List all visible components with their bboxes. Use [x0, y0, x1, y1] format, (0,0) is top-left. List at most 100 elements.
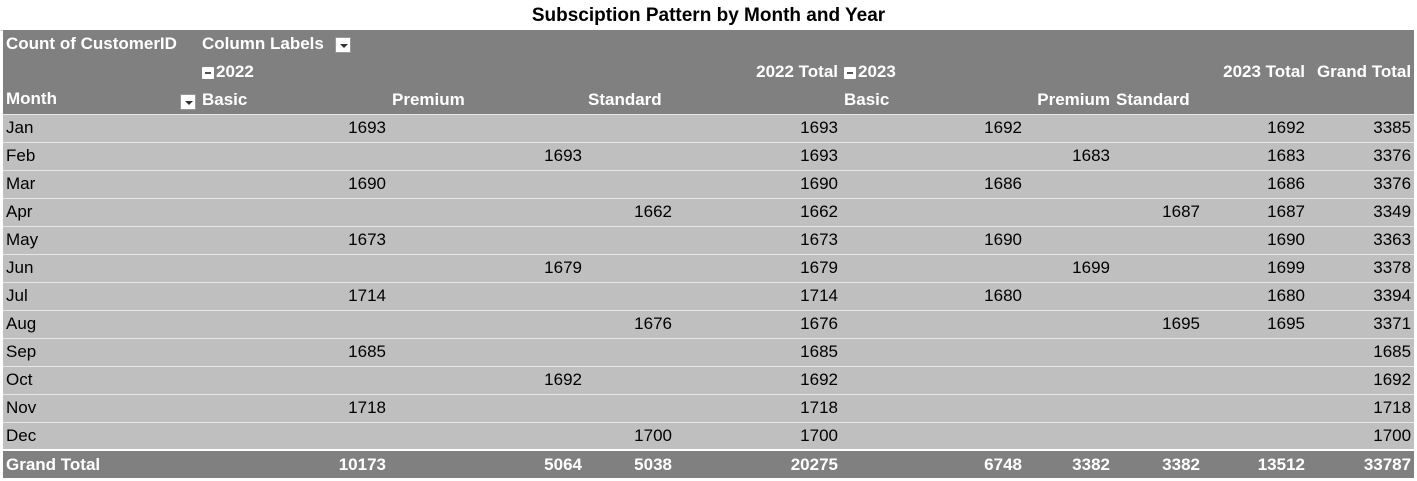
value-cell[interactable]: 1690	[841, 225, 1025, 254]
value-cell[interactable]	[841, 393, 1025, 422]
month-header-cell[interactable]: Month	[3, 86, 199, 114]
sub-2022-premium[interactable]: Premium	[389, 86, 585, 114]
value-cell[interactable]: 1685	[1308, 337, 1415, 366]
value-cell[interactable]: 1718	[199, 393, 389, 422]
value-cell[interactable]	[389, 197, 585, 226]
collapse-minus-icon[interactable]	[202, 66, 214, 79]
grand-total-cell[interactable]: 10173	[199, 449, 389, 478]
value-cell[interactable]: 1679	[675, 253, 841, 282]
month-cell[interactable]: Nov	[3, 393, 199, 422]
value-cell[interactable]: 1714	[675, 281, 841, 310]
column-filter-dropdown-icon[interactable]	[334, 36, 351, 53]
sub-2023-premium[interactable]: Premium	[1025, 86, 1113, 114]
value-cell[interactable]	[389, 113, 585, 142]
value-cell[interactable]: 1692	[841, 113, 1025, 142]
value-cell[interactable]: 1695	[1113, 309, 1203, 338]
grand-total-row-label[interactable]: Grand Total	[3, 449, 199, 478]
grand-total-cell[interactable]: 3382	[1113, 449, 1203, 478]
month-cell[interactable]: Sep	[3, 337, 199, 366]
value-cell[interactable]: 3349	[1308, 197, 1415, 226]
value-cell[interactable]	[1025, 281, 1113, 310]
value-cell[interactable]: 1685	[199, 337, 389, 366]
value-cell[interactable]: 3371	[1308, 309, 1415, 338]
value-cell[interactable]: 1700	[675, 421, 841, 450]
grand-total-cell[interactable]: 33787	[1308, 449, 1415, 478]
value-cell[interactable]: 1692	[675, 365, 841, 394]
value-cell[interactable]: 1662	[585, 197, 675, 226]
value-cell[interactable]: 3376	[1308, 169, 1415, 198]
value-cell[interactable]	[1025, 197, 1113, 226]
month-cell[interactable]: Jun	[3, 253, 199, 282]
value-cell[interactable]: 1692	[1203, 113, 1308, 142]
value-cell[interactable]: 1680	[1203, 281, 1308, 310]
month-cell[interactable]: Oct	[3, 365, 199, 394]
value-cell[interactable]: 3385	[1308, 113, 1415, 142]
value-cell[interactable]	[841, 337, 1025, 366]
month-cell[interactable]: Aug	[3, 309, 199, 338]
value-cell[interactable]: 1699	[1025, 253, 1113, 282]
value-cell[interactable]	[389, 393, 585, 422]
value-cell[interactable]: 1693	[199, 113, 389, 142]
sub-2022-standard[interactable]: Standard	[585, 86, 675, 114]
value-cell[interactable]	[585, 253, 675, 282]
grand-total-cell[interactable]: 13512	[1203, 449, 1308, 478]
value-cell[interactable]: 1680	[841, 281, 1025, 310]
grand-total-cell[interactable]: 5064	[389, 449, 585, 478]
value-cell[interactable]	[199, 365, 389, 394]
value-cell[interactable]	[585, 393, 675, 422]
value-cell[interactable]: 1685	[675, 337, 841, 366]
value-cell[interactable]: 1700	[585, 421, 675, 450]
value-cell[interactable]: 1692	[389, 365, 585, 394]
month-cell[interactable]: Feb	[3, 141, 199, 170]
grand-total-cell[interactable]: 20275	[675, 449, 841, 478]
sub-2023-basic[interactable]: Basic	[841, 86, 1025, 114]
value-cell[interactable]: 1679	[389, 253, 585, 282]
value-cell[interactable]	[1203, 365, 1308, 394]
value-cell[interactable]	[389, 169, 585, 198]
grand-total-cell[interactable]: 3382	[1025, 449, 1113, 478]
value-cell[interactable]: 1693	[389, 141, 585, 170]
total-2023-header[interactable]: 2023 Total	[1203, 58, 1308, 86]
value-cell[interactable]: 3378	[1308, 253, 1415, 282]
value-cell[interactable]: 1690	[1203, 225, 1308, 254]
value-cell[interactable]	[1025, 337, 1113, 366]
month-cell[interactable]: Jan	[3, 113, 199, 142]
total-2022-header[interactable]: 2022 Total	[675, 58, 841, 86]
value-cell[interactable]: 1699	[1203, 253, 1308, 282]
value-cell[interactable]	[199, 197, 389, 226]
value-cell[interactable]	[841, 365, 1025, 394]
value-cell[interactable]	[1113, 225, 1203, 254]
value-cell[interactable]	[199, 421, 389, 450]
value-cell[interactable]	[389, 281, 585, 310]
value-cell[interactable]	[585, 141, 675, 170]
sub-2023-standard[interactable]: Standard	[1113, 86, 1203, 114]
month-cell[interactable]: Apr	[3, 197, 199, 226]
value-cell[interactable]: 1676	[675, 309, 841, 338]
value-cell[interactable]: 1695	[1203, 309, 1308, 338]
value-cell[interactable]	[199, 253, 389, 282]
value-cell[interactable]: 1714	[199, 281, 389, 310]
year-2023-header[interactable]: 2023	[841, 58, 1203, 86]
value-cell[interactable]	[1025, 113, 1113, 142]
grand-total-cell[interactable]: 5038	[585, 449, 675, 478]
value-cell[interactable]: 3394	[1308, 281, 1415, 310]
value-cell[interactable]: 1676	[585, 309, 675, 338]
value-cell[interactable]: 1718	[675, 393, 841, 422]
value-cell[interactable]	[389, 309, 585, 338]
value-cell[interactable]: 1673	[675, 225, 841, 254]
month-cell[interactable]: Dec	[3, 421, 199, 450]
value-cell[interactable]	[585, 225, 675, 254]
grand-total-header[interactable]: Grand Total	[1308, 58, 1415, 86]
value-cell[interactable]	[1113, 421, 1203, 450]
value-cell[interactable]: 1687	[1203, 197, 1308, 226]
value-cell[interactable]	[585, 113, 675, 142]
value-cell[interactable]: 3376	[1308, 141, 1415, 170]
value-cell[interactable]: 1687	[1113, 197, 1203, 226]
value-cell[interactable]: 1683	[1203, 141, 1308, 170]
value-cell[interactable]	[199, 309, 389, 338]
month-cell[interactable]: Mar	[3, 169, 199, 198]
value-cell[interactable]	[389, 225, 585, 254]
value-field-label[interactable]: Count of CustomerID	[3, 30, 199, 58]
value-cell[interactable]	[841, 309, 1025, 338]
row-filter-dropdown-icon[interactable]	[180, 94, 196, 111]
